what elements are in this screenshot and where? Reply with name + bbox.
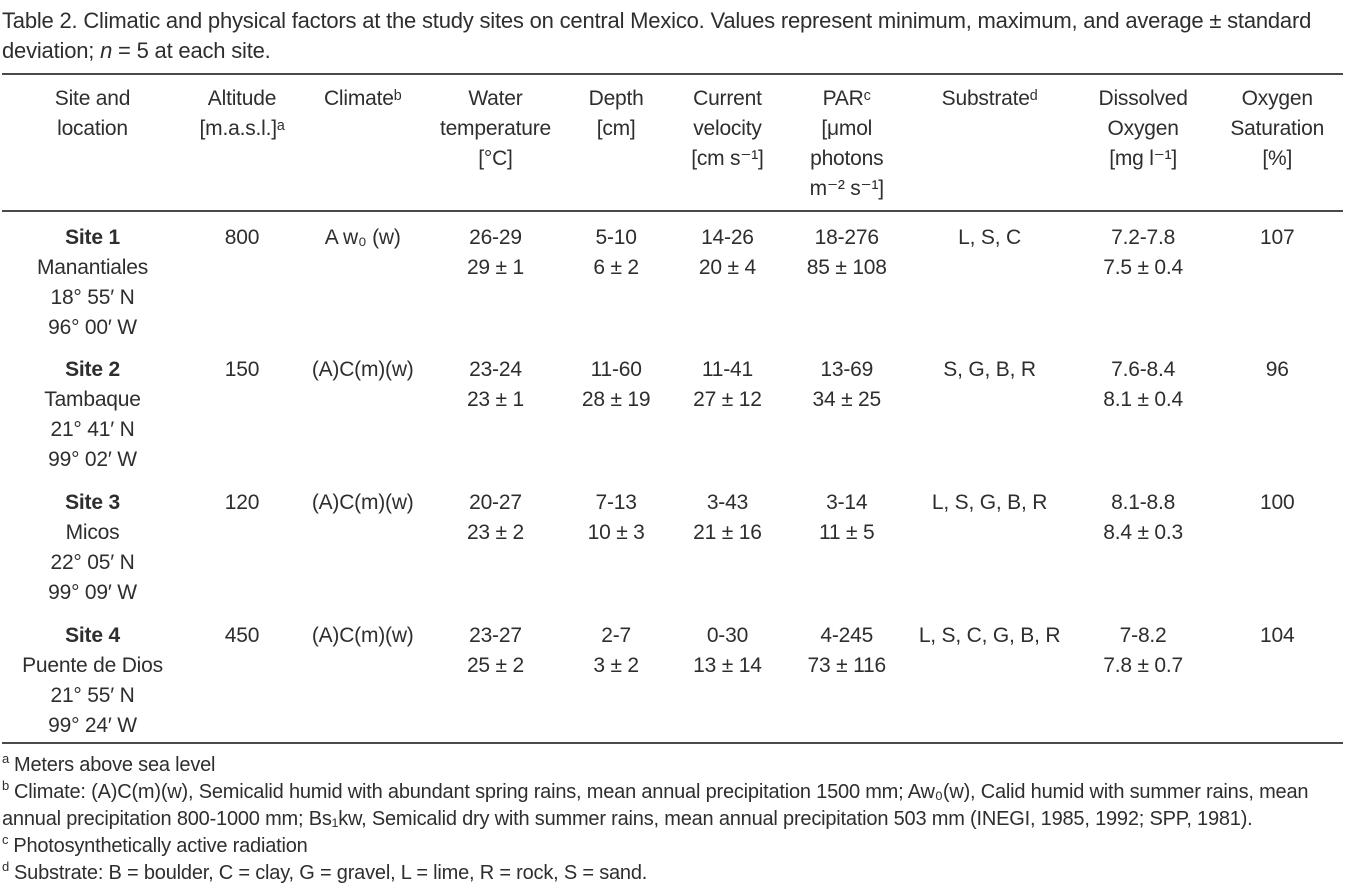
footnote-marker: a xyxy=(2,751,10,767)
cell-dissolved-oxygen: 7-8.2 7.8 ± 0.7 xyxy=(1103,624,1183,677)
site-name: Site 4 xyxy=(65,624,120,647)
cell-oxygen-saturation: 107 xyxy=(1260,226,1295,249)
cell-par: 13-69 34 ± 25 xyxy=(812,358,882,411)
cell-par: 3-14 11 ± 5 xyxy=(819,491,875,544)
footnote-c: c Photosynthetically active radiation xyxy=(2,833,1343,860)
caption-part2: = 5 at each site. xyxy=(112,38,271,63)
cell-substrate: L, S, C, G, B, R xyxy=(918,624,1061,647)
footnote-text: Photosynthetically active radiation xyxy=(13,835,308,857)
site-location: Tambaque 21° 41′ N 99° 02′ W xyxy=(44,388,141,471)
table-caption: Table 2. Climatic and physical factors a… xyxy=(2,6,1343,66)
caption-n-italic: n xyxy=(100,38,113,63)
cell-current-velocity: 14-26 20 ± 4 xyxy=(698,226,756,279)
cell-water-temperature: 20-27 23 ± 2 xyxy=(466,491,524,544)
cell-oxygen-saturation: 96 xyxy=(1265,358,1289,381)
site-name: Site 2 xyxy=(65,358,120,381)
table-row-site-1: Site 1 Manantiales 18° 55′ N 96° 00′ W 80… xyxy=(2,211,1343,344)
col-header-water-temperature: Water temperature [°C] xyxy=(424,74,567,212)
cell-site-location: Site 3 Micos 22° 05′ N 99° 09′ W xyxy=(2,477,183,610)
cell-current-velocity: 0-30 13 ± 14 xyxy=(693,624,762,677)
cell-depth: 5-10 6 ± 2 xyxy=(593,226,639,279)
footnotes: a Meters above sea level b Climate: (A)C(m… xyxy=(2,752,1343,885)
cell-water-temperature: 23-27 25 ± 2 xyxy=(466,624,524,677)
cell-depth: 7-13 10 ± 3 xyxy=(587,491,645,544)
col-header-current-velocity: Current velocity [cm s⁻¹] xyxy=(665,74,790,212)
cell-current-velocity: 11-41 27 ± 12 xyxy=(693,358,762,411)
cell-depth: 11-60 28 ± 19 xyxy=(581,358,651,411)
cell-site-location: Site 4 Puente de Dios 21° 55′ N 99° 24′ W xyxy=(2,610,183,743)
col-header-oxygen-saturation: Oxygen Saturation [%] xyxy=(1211,74,1343,212)
footnote-d: d Substrate: B = boulder, C = clay, G = g… xyxy=(2,860,1343,885)
footnote-b: b Climate: (A)C(m)(w), Semicalid humid wi… xyxy=(2,779,1343,833)
footnote-marker: c xyxy=(2,832,9,848)
site-name: Site 1 xyxy=(65,226,120,249)
cell-water-temperature: 23-24 23 ± 1 xyxy=(466,358,524,411)
footnote-marker: d xyxy=(2,859,10,875)
site-location: Manantiales 18° 55′ N 96° 00′ W xyxy=(36,256,149,339)
cell-climate: (A)C(m)(w) xyxy=(311,624,414,647)
cell-oxygen-saturation: 104 xyxy=(1260,624,1295,647)
cell-site-location: Site 2 Tambaque 21° 41′ N 99° 02′ W xyxy=(2,344,183,477)
cell-dissolved-oxygen: 8.1-8.8 8.4 ± 0.3 xyxy=(1103,491,1183,544)
footnote-a: a Meters above sea level xyxy=(2,752,1343,779)
caption-part1: Table 2. Climatic and physical factors a… xyxy=(2,8,1312,63)
footnote-marker: b xyxy=(2,778,10,794)
footnote-text: Substrate: B = boulder, C = clay, G = gr… xyxy=(14,862,648,884)
col-header-dissolved-oxygen: Dissolved Oxygen [mg l⁻¹] xyxy=(1074,74,1212,212)
table-row-site-4: Site 4 Puente de Dios 21° 55′ N 99° 24′ W… xyxy=(2,610,1343,743)
col-header-site-location: Site and location xyxy=(2,74,184,212)
site-location: Micos 22° 05′ N 99° 09′ W xyxy=(48,521,137,604)
cell-water-temperature: 26-29 29 ± 1 xyxy=(466,226,524,279)
cell-altitude: 800 xyxy=(224,226,260,249)
cell-site-location: Site 1 Manantiales 18° 55′ N 96° 00′ W xyxy=(2,211,183,344)
col-header-depth: Depth [cm] xyxy=(566,74,666,212)
header-row: Site and location Altitude [m.a.s.l.]ᵃ C… xyxy=(2,74,1343,212)
cell-par: 4-245 73 ± 116 xyxy=(807,624,887,677)
col-header-climate: Climateᵇ xyxy=(301,74,425,212)
footnote-text: Climate: (A)C(m)(w), Semicalid humid wit… xyxy=(2,781,1309,830)
climatic-factors-table: Site and location Altitude [m.a.s.l.]ᵃ C… xyxy=(2,73,1343,744)
footnote-text: Meters above sea level xyxy=(14,754,216,776)
cell-substrate: S, G, B, R xyxy=(943,358,1036,381)
table-row-site-2: Site 2 Tambaque 21° 41′ N 99° 02′ W 150 (… xyxy=(2,344,1343,477)
cell-climate: (A)C(m)(w) xyxy=(311,491,414,514)
cell-altitude: 450 xyxy=(224,624,260,647)
site-name: Site 3 xyxy=(65,491,120,514)
col-header-altitude: Altitude [m.a.s.l.]ᵃ xyxy=(183,74,302,212)
cell-altitude: 150 xyxy=(224,358,260,381)
site-location: Puente de Dios 21° 55′ N 99° 24′ W xyxy=(22,654,163,737)
col-header-par: PARᶜ [μmol photons m⁻² s⁻¹] xyxy=(789,74,905,212)
col-header-substrate: Substrateᵈ xyxy=(904,74,1075,212)
cell-depth: 2-7 3 ± 2 xyxy=(593,624,639,677)
cell-climate: A w₀ (w) xyxy=(324,226,401,249)
cell-par: 18-276 85 ± 108 xyxy=(806,226,887,279)
cell-dissolved-oxygen: 7.6-8.4 8.1 ± 0.4 xyxy=(1103,358,1183,411)
cell-altitude: 120 xyxy=(224,491,260,514)
cell-dissolved-oxygen: 7.2-7.8 7.5 ± 0.4 xyxy=(1103,226,1183,279)
cell-substrate: L, S, C xyxy=(958,226,1021,249)
cell-oxygen-saturation: 100 xyxy=(1260,491,1295,514)
cell-substrate: L, S, G, B, R xyxy=(931,491,1048,514)
cell-climate: (A)C(m)(w) xyxy=(311,358,414,381)
cell-current-velocity: 3-43 21 ± 16 xyxy=(693,491,762,544)
table-row-site-3: Site 3 Micos 22° 05′ N 99° 09′ W 120 (A)C… xyxy=(2,477,1343,610)
